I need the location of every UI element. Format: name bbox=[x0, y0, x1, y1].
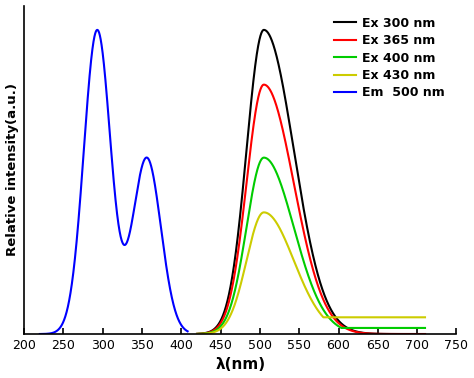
Line: Ex 300 nm: Ex 300 nm bbox=[197, 30, 425, 334]
Ex 430 nm bbox=[292, 260, 297, 264]
Ex 300 nm bbox=[292, 152, 297, 156]
Line: Ex 365 nm: Ex 365 nm bbox=[197, 85, 425, 334]
Ex 400 nm bbox=[418, 326, 423, 330]
Ex 430 nm bbox=[234, 297, 239, 301]
Line: Ex 400 nm: Ex 400 nm bbox=[197, 158, 425, 334]
Legend: Ex 300 nm, Ex 365 nm, Ex 400 nm, Ex 430 nm, Em  500 nm: Ex 300 nm, Ex 365 nm, Ex 400 nm, Ex 430 … bbox=[328, 12, 450, 104]
Ex 365 nm bbox=[393, 332, 399, 336]
Em  500 nm bbox=[185, 329, 191, 333]
Ex 400 nm bbox=[194, 332, 200, 336]
Ex 400 nm bbox=[393, 326, 399, 330]
Ex 430 nm bbox=[194, 332, 200, 336]
Ex 400 nm bbox=[292, 227, 297, 232]
Ex 365 nm bbox=[220, 316, 226, 321]
Em  500 nm bbox=[54, 329, 60, 333]
Line: Ex 430 nm: Ex 430 nm bbox=[197, 212, 425, 334]
Ex 300 nm bbox=[422, 332, 428, 336]
Ex 430 nm bbox=[422, 315, 428, 319]
Ex 300 nm bbox=[418, 332, 423, 336]
Ex 365 nm bbox=[292, 184, 297, 189]
Ex 365 nm bbox=[234, 260, 239, 265]
Ex 430 nm bbox=[261, 210, 267, 215]
Ex 365 nm bbox=[418, 332, 423, 336]
Ex 300 nm bbox=[194, 332, 200, 336]
Em  500 nm bbox=[166, 280, 172, 284]
Ex 365 nm bbox=[282, 135, 287, 140]
Em  500 nm bbox=[100, 53, 106, 58]
Em  500 nm bbox=[182, 327, 188, 332]
Line: Em  500 nm: Em 500 nm bbox=[40, 30, 188, 334]
Ex 300 nm bbox=[220, 313, 226, 318]
X-axis label: λ(nm): λ(nm) bbox=[215, 358, 265, 372]
Ex 365 nm bbox=[422, 332, 428, 336]
Ex 400 nm bbox=[261, 155, 267, 160]
Ex 430 nm bbox=[220, 324, 226, 329]
Ex 365 nm bbox=[194, 332, 200, 336]
Ex 300 nm bbox=[261, 28, 267, 32]
Ex 300 nm bbox=[393, 332, 399, 336]
Ex 400 nm bbox=[282, 193, 287, 197]
Ex 300 nm bbox=[234, 244, 239, 249]
Em  500 nm bbox=[63, 314, 68, 318]
Ex 400 nm bbox=[220, 321, 226, 325]
Ex 430 nm bbox=[393, 315, 399, 319]
Ex 365 nm bbox=[261, 82, 267, 87]
Em  500 nm bbox=[94, 28, 100, 32]
Y-axis label: Relative intensity(a.u.): Relative intensity(a.u.) bbox=[6, 83, 18, 256]
Ex 300 nm bbox=[282, 92, 287, 97]
Em  500 nm bbox=[94, 28, 100, 33]
Ex 400 nm bbox=[422, 326, 428, 330]
Ex 430 nm bbox=[418, 315, 423, 319]
Ex 430 nm bbox=[282, 236, 287, 240]
Ex 400 nm bbox=[234, 281, 239, 285]
Em  500 nm bbox=[37, 332, 43, 336]
